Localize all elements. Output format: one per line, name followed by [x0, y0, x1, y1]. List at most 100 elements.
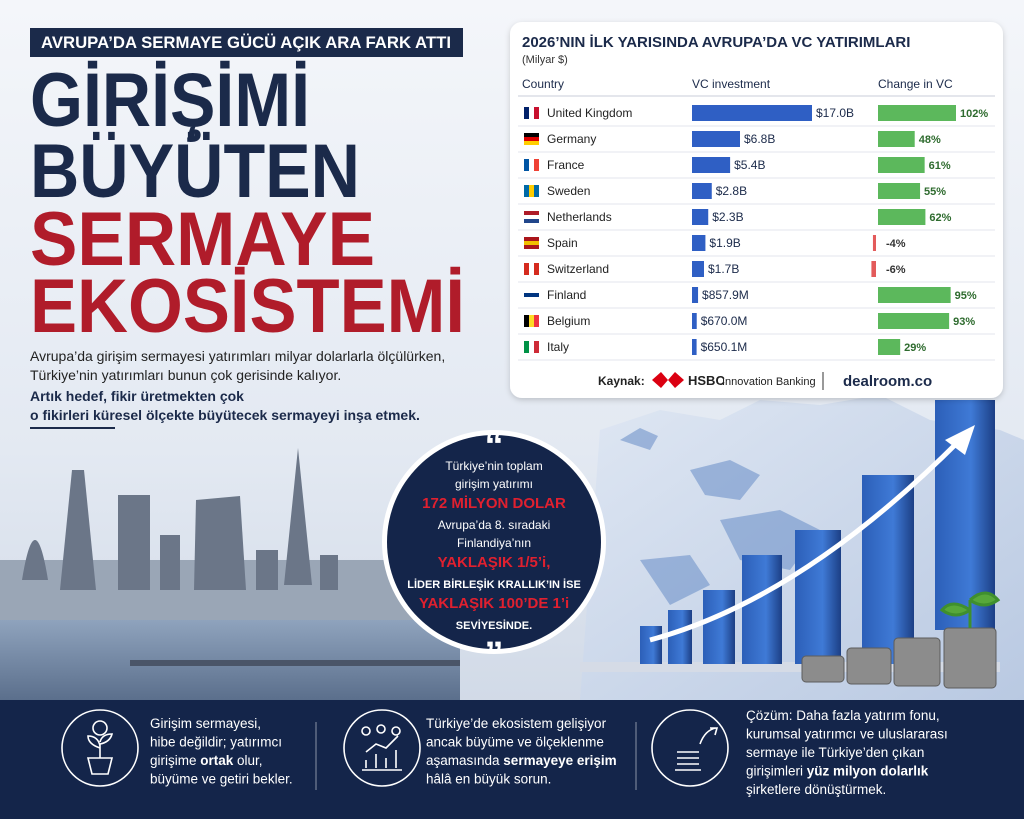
country: Sweden [547, 184, 590, 198]
value-label: 93% [953, 316, 975, 328]
quote-line: SEVİYESİNDE. [456, 619, 532, 632]
footer-texts: Girişim sermayesi, hibe değildir; yatırım… [150, 708, 948, 797]
footer-text: kurumsal yatırımcı ve uluslararası [746, 727, 948, 742]
table-subtitle: (Milyar $) [522, 54, 568, 66]
flag [524, 219, 539, 223]
value-label: $857.9M [702, 288, 749, 302]
quote-line: Avrupa’da 8. sıradaki [438, 518, 551, 532]
quote-line: girişim yatırımı [455, 477, 533, 491]
flag [524, 245, 539, 249]
flag [529, 315, 534, 327]
bar [878, 131, 915, 147]
source: dealroom.co [843, 373, 932, 390]
country: France [547, 158, 585, 172]
value-label: -6% [886, 264, 906, 276]
value-label: $1.9B [709, 236, 740, 250]
bar [878, 105, 956, 121]
country: Switzerland [547, 262, 609, 276]
headline-line: GİRİŞİMİ [30, 58, 310, 143]
flag [524, 141, 539, 145]
footer-line: girişimleri yüz milyon dolarlık [746, 764, 929, 779]
quote-mark: “ [485, 425, 504, 467]
footer-line: sermaye ile Türkiye’den çıkan [746, 745, 924, 760]
country: Netherlands [547, 210, 612, 224]
quote-line: LİDER BİRLEŞİK KRALLIK’IN İSE [407, 578, 581, 591]
flag [534, 185, 539, 197]
footer-line: kurumsal yatırımcı ve uluslararası [746, 727, 948, 742]
footer-line: büyüme ve getiri bekler. [150, 772, 293, 787]
flag [534, 263, 539, 275]
flag [524, 297, 539, 301]
value-label: $2.8B [716, 184, 747, 198]
bar [878, 339, 901, 355]
hsbc-logo [652, 372, 684, 388]
flag [524, 185, 529, 197]
bar [878, 287, 951, 303]
footer-icons [61, 709, 729, 787]
bar [692, 131, 740, 147]
flag [534, 315, 539, 327]
flag [534, 107, 539, 119]
flag [529, 263, 534, 275]
value-label: -4% [886, 238, 906, 250]
bar [692, 105, 812, 121]
banner: AVRUPA’DA SERMAYE GÜCÜ AÇIK ARA FARK ATT… [41, 33, 451, 52]
flag [524, 315, 529, 327]
flag [529, 107, 534, 119]
bar [692, 261, 704, 277]
intro-line: Türkiye’nin yatırımları bunun çok gerisi… [30, 367, 341, 383]
footer-line: Türkiye’de ekosistem gelişiyor [426, 716, 607, 731]
value-label: $2.3B [712, 210, 743, 224]
footer-text: aşamasında [426, 753, 503, 768]
intro: Avrupa’da girişim sermayesi yatırımları … [30, 348, 445, 423]
flag [529, 159, 534, 171]
footer-text: hibe değildir; yatırımcı [150, 735, 282, 750]
headline-line: SERMAYE [30, 197, 375, 282]
bar [692, 287, 699, 303]
flag [534, 341, 539, 353]
footer-line: Girişim sermayesi, [150, 716, 261, 731]
value-label: 61% [929, 160, 951, 172]
flag [529, 341, 534, 353]
flag [524, 341, 529, 353]
footer-text: Türkiye’de ekosistem gelişiyor [426, 716, 607, 731]
bar [878, 183, 921, 199]
footer-text: hâlâ en büyük sorun. [426, 772, 551, 787]
bar [871, 261, 876, 277]
flag [524, 241, 539, 245]
headline-line: BÜYÜTEN [30, 129, 360, 214]
flag [534, 159, 539, 171]
intro-line: Avrupa’da girişim sermayesi yatırımları … [30, 348, 445, 364]
bar [878, 313, 950, 329]
flag [524, 211, 539, 215]
footer-text: girişime [150, 753, 200, 768]
footer-text: yüz milyon dolarlık [807, 764, 929, 779]
flag [524, 133, 539, 137]
footer-text: ancak büyüme ve ölçeklenme [426, 735, 604, 750]
value-label: $650.1M [701, 340, 748, 354]
quote-line: Finlandiya’nın [457, 536, 531, 550]
intro-line: o fikirleri küresel ölçekte büyütecek se… [30, 407, 420, 423]
bar [692, 313, 697, 329]
quote: Türkiye’nin toplam girişim yatırımı 172 Mİ… [407, 459, 581, 632]
footer-line: Çözüm: Daha fazla yatırım fonu, [746, 708, 940, 723]
flag [524, 289, 539, 293]
quote-line: 172 MİLYON DOLAR [422, 495, 566, 512]
source: HSBC [688, 373, 725, 388]
flag [524, 159, 529, 171]
footer-text: sermaye ile Türkiye’den çıkan [746, 745, 924, 760]
headline-line: EKOSİSTEMİ [30, 264, 465, 349]
bar [692, 183, 712, 199]
bar [692, 209, 709, 225]
bar [692, 339, 697, 355]
bridge [130, 660, 460, 666]
flag [529, 185, 534, 197]
value-label: 62% [929, 212, 951, 224]
quote-line: YAKLAŞIK 100’DE 1’i [419, 595, 569, 612]
flag [524, 215, 539, 219]
bar [878, 157, 925, 173]
table-title: 2026’NIN İLK YARISINDA AVRUPA’DA VC YATI… [522, 34, 910, 51]
footer-text: büyüme ve getiri bekler. [150, 772, 293, 787]
